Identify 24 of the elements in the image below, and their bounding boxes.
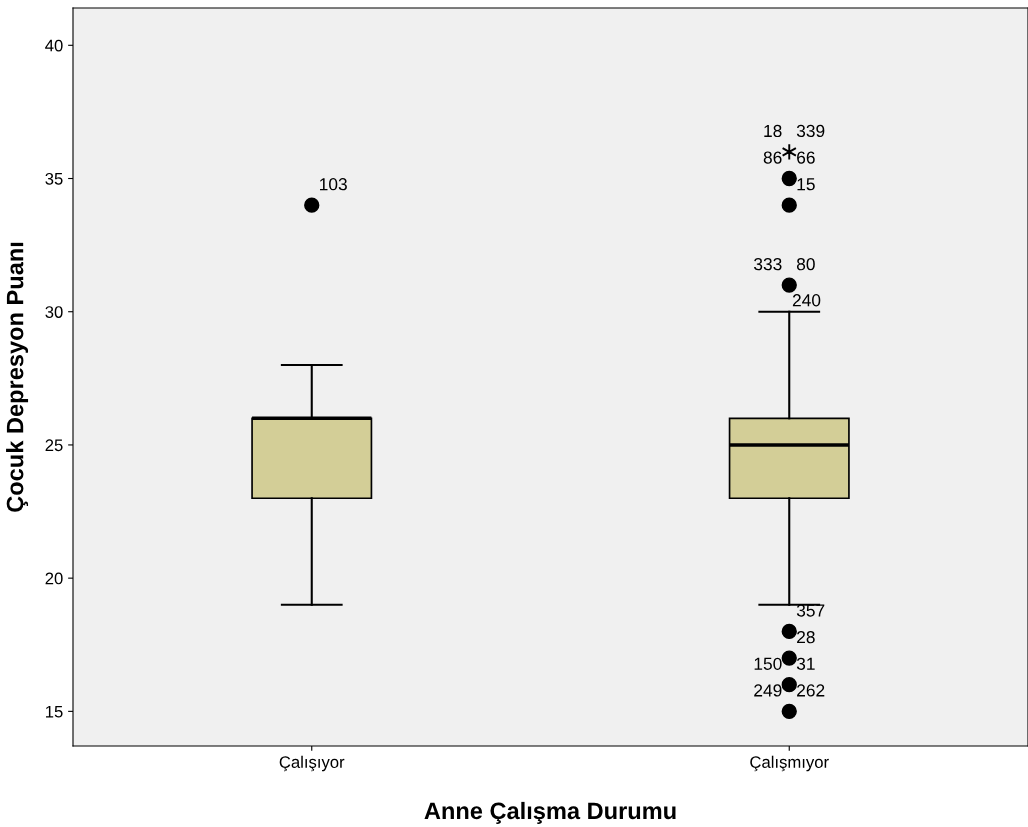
- x-tick-label: Çalışmıyor: [750, 755, 829, 772]
- y-tick-label: 20: [45, 572, 63, 585]
- annotation: 333: [754, 258, 782, 271]
- annotation: 15: [797, 178, 815, 191]
- y-axis-title: Çocuk Depresyon Puanı: [6, 242, 29, 512]
- y-tick-label: 30: [45, 306, 63, 318]
- annotation: 28: [797, 631, 815, 644]
- annotation: 66: [797, 151, 815, 164]
- y-tick-label: 15: [46, 705, 63, 718]
- x-axis-title: Anne Çalışma Durumu: [424, 801, 676, 824]
- annotation: 103: [320, 178, 347, 191]
- x-tick-label: Çalışıyor: [279, 755, 345, 772]
- annotation: 86: [763, 151, 782, 164]
- y-tick-label: 40: [45, 39, 63, 52]
- annotation: 249: [754, 684, 782, 697]
- y-tick-label: 25: [45, 439, 63, 452]
- annotation: 18: [764, 124, 782, 138]
- annotation: 240: [792, 294, 821, 307]
- annotation: 80: [796, 258, 815, 271]
- annotation: 150: [754, 657, 782, 670]
- annotation: 31: [796, 657, 815, 670]
- annotation: 339: [796, 124, 825, 138]
- annotation: 262: [797, 684, 825, 697]
- y-tick-label: 35: [45, 172, 63, 185]
